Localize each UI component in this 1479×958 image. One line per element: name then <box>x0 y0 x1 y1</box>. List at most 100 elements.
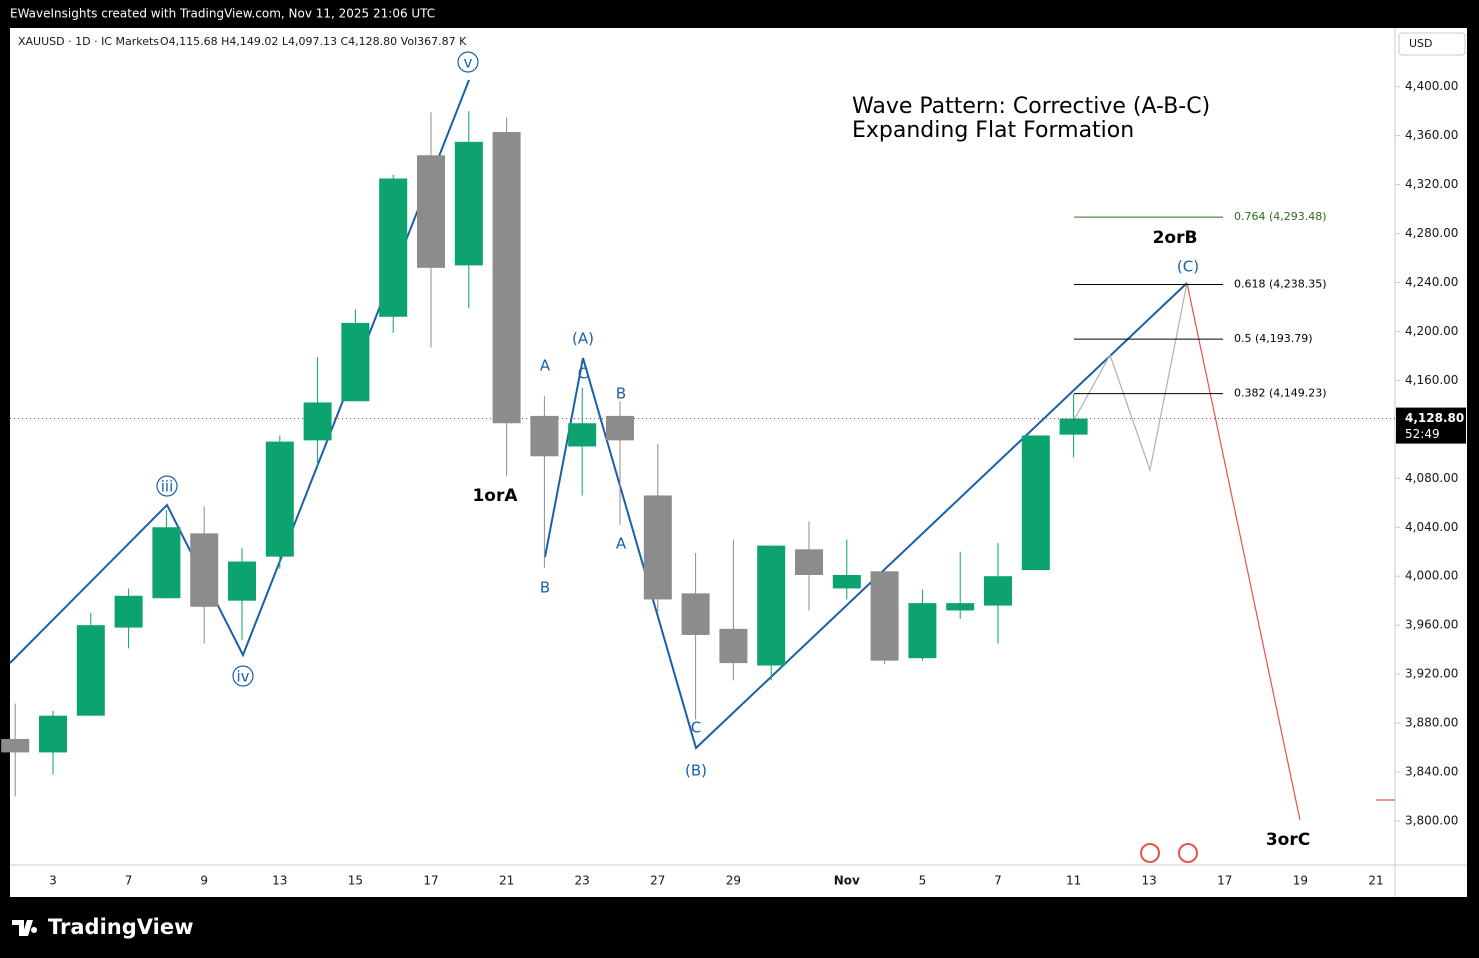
candle-body <box>870 571 899 661</box>
credit: EWaveInsights created with TradingView.c… <box>10 7 435 21</box>
candle-body <box>719 628 748 664</box>
y-tick-label: 3,880.00 <box>1405 716 1458 730</box>
wave-label: A <box>540 357 551 375</box>
fib-label: 0.382 (4,149.23) <box>1234 387 1327 400</box>
candle-body <box>454 141 483 266</box>
target-line <box>1186 282 1301 821</box>
candle-body <box>39 715 67 753</box>
x-tick-label: 13 <box>272 874 287 888</box>
ohlc-legend: O4,115.68 H4,149.02 L4,097.13 C4,128.80 … <box>160 35 467 48</box>
y-tick-label: 3,840.00 <box>1405 765 1458 779</box>
y-tick-label: 4,000.00 <box>1405 569 1458 583</box>
candle-body <box>417 155 445 268</box>
x-tick-label: 27 <box>650 874 665 888</box>
projection-line <box>1073 282 1188 473</box>
wave-circle <box>457 51 479 73</box>
x-tick-label: 29 <box>726 874 741 888</box>
wave-circle <box>156 475 178 497</box>
wave-label: 2orB <box>1153 228 1198 248</box>
candle-body <box>492 132 521 424</box>
corrective-line <box>544 282 1188 750</box>
x-tick-label: 7 <box>125 874 133 888</box>
currency-box <box>1398 32 1466 56</box>
candle-body <box>379 178 408 317</box>
wave-label: B <box>616 385 626 403</box>
fib-label: 0.764 (4,293.48) <box>1234 210 1327 223</box>
currency: USD <box>1409 37 1433 50</box>
candle-body <box>265 441 294 557</box>
logo: TradingView <box>12 915 193 939</box>
x-tick-label: 17 <box>1217 874 1232 888</box>
countdown: 52:49 <box>1405 427 1440 441</box>
x-tick-label: 17 <box>423 874 438 888</box>
wave-label: (B) <box>685 762 707 780</box>
x-tick-label: 3 <box>49 874 57 888</box>
chart-title: Wave Pattern: Corrective (A-B-C) <box>852 94 1210 119</box>
wave-label: 3orC <box>1266 830 1310 850</box>
x-tick-label: 9 <box>200 874 208 888</box>
candle-body <box>643 495 672 600</box>
last-price-label: 4,128.80 <box>1405 411 1464 425</box>
wave-label: iii <box>161 478 174 496</box>
wave-label: C <box>578 365 588 383</box>
x-tick-label: 21 <box>1368 874 1383 888</box>
candle-body <box>190 533 219 607</box>
candle-body <box>832 574 861 589</box>
wave-label: A <box>616 535 627 553</box>
x-tick-label: Nov <box>834 874 860 888</box>
candle-body <box>946 603 975 611</box>
candle-body <box>568 423 597 447</box>
y-tick-label: 3,920.00 <box>1405 667 1458 681</box>
wave-label: (A) <box>572 330 594 348</box>
y-tick-label: 4,360.00 <box>1405 128 1458 142</box>
candle-body <box>681 593 710 635</box>
event-icon <box>1178 843 1198 863</box>
last-price-tag <box>1396 407 1466 444</box>
x-tick-label: 15 <box>348 874 363 888</box>
chart-subtitle: Expanding Flat Formation <box>852 118 1134 143</box>
candle-body <box>1021 435 1050 571</box>
candle-body <box>908 603 937 659</box>
y-tick-label: 3,800.00 <box>1405 813 1458 827</box>
candle-body <box>341 322 370 402</box>
logo-text: TradingView <box>48 915 193 939</box>
candle-body <box>152 527 181 599</box>
candle-body <box>606 415 634 441</box>
x-tick-label: 11 <box>1066 874 1081 888</box>
y-tick-label: 4,400.00 <box>1405 79 1458 93</box>
x-tick-label: 5 <box>919 874 927 888</box>
candle-body <box>1 738 30 753</box>
candle-body <box>1059 418 1088 435</box>
y-tick-label: 4,240.00 <box>1405 275 1458 289</box>
candle-body <box>76 625 105 716</box>
candle-body <box>114 595 143 628</box>
wave-circle <box>232 665 254 687</box>
logo-mark <box>12 920 38 936</box>
x-tick-label: 13 <box>1142 874 1157 888</box>
event-icons <box>1140 843 1198 863</box>
x-tick-label: 7 <box>994 874 1002 888</box>
candle-body <box>795 549 823 575</box>
symbol: XAUUSD · 1D · IC Markets <box>18 35 159 48</box>
y-tick-label: 4,160.00 <box>1405 373 1458 387</box>
y-tick-label: 3,960.00 <box>1405 618 1458 632</box>
fib-label: 0.618 (4,238.35) <box>1234 278 1327 291</box>
wave-label: (C) <box>1177 258 1199 276</box>
y-tick-label: 4,280.00 <box>1405 226 1458 240</box>
x-tick-label: 21 <box>499 874 514 888</box>
y-tick-label: 4,040.00 <box>1405 520 1458 534</box>
y-tick-label: 4,200.00 <box>1405 324 1458 338</box>
wave-label: v <box>464 54 473 72</box>
x-tick-label: 23 <box>575 874 590 888</box>
y-tick-label: 4,320.00 <box>1405 177 1458 191</box>
wave-label: iv <box>236 668 249 686</box>
candle-body <box>757 545 786 666</box>
wave-label: C <box>691 719 701 737</box>
event-icon <box>1140 843 1160 863</box>
chart-area <box>10 28 1467 897</box>
candle-body <box>303 402 332 441</box>
wave-label: B <box>540 579 550 597</box>
x-tick-label: 19 <box>1293 874 1308 888</box>
